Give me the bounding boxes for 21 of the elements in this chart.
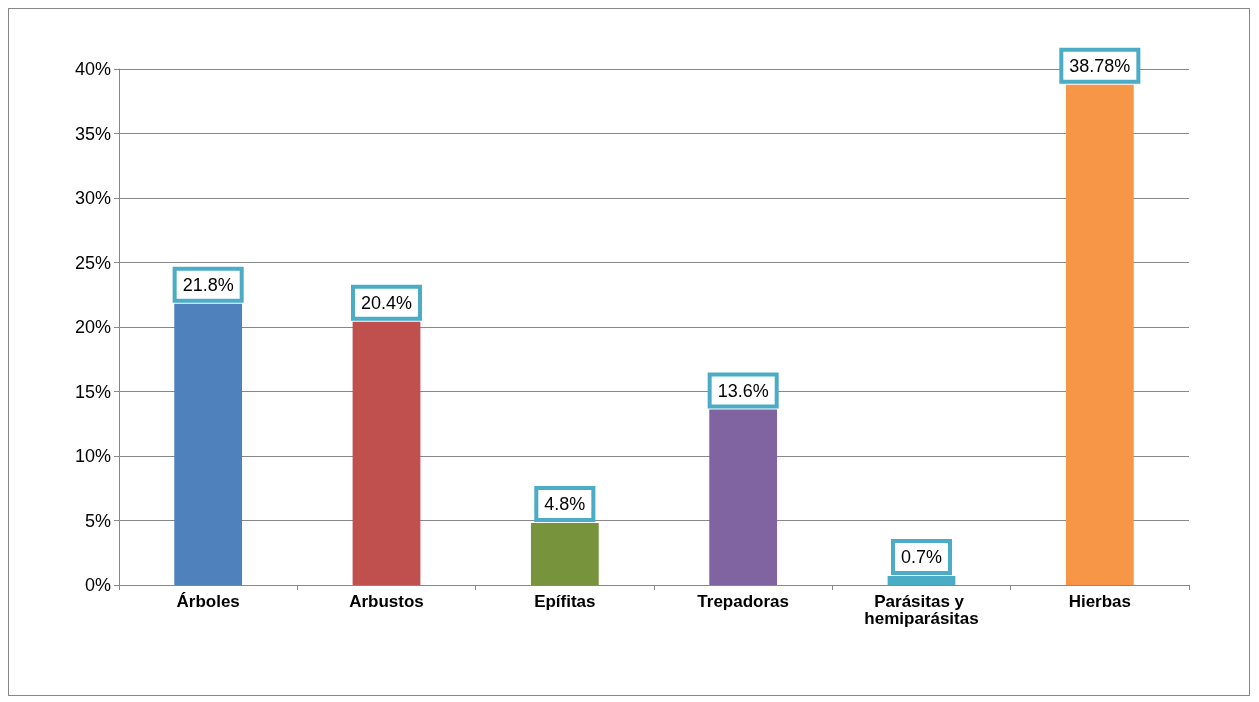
data-label: 38.78% (1069, 55, 1131, 76)
y-tick-label: 30% (74, 188, 111, 208)
x-tick-label: Parásitas y hemiparásitas (864, 592, 979, 628)
x-tick-label: Arbustos (349, 592, 424, 611)
data-label: 4.8% (544, 494, 586, 515)
y-tick-label: 40% (74, 59, 111, 79)
data-label: 20.4% (360, 292, 413, 313)
y-tick-label: 25% (74, 252, 111, 273)
x-tick-label: Epífitas (534, 592, 596, 611)
data-label: 13.6% (717, 380, 769, 401)
x-tick-label: Hierbas (1068, 592, 1132, 611)
data-label: 0.7% (900, 546, 943, 567)
x-tick-label: Trepadoras (697, 592, 789, 611)
y-tick-label: 20% (74, 317, 111, 337)
y-tick-label: 15% (74, 381, 111, 402)
x-tick-label: Árboles (176, 592, 240, 611)
y-tick-label: 0% (84, 575, 111, 595)
y-tick-label: 5% (84, 510, 111, 531)
data-label: 21.8% (182, 274, 234, 295)
y-tick-label: 35% (74, 123, 111, 144)
y-tick-label: 10% (74, 446, 111, 466)
